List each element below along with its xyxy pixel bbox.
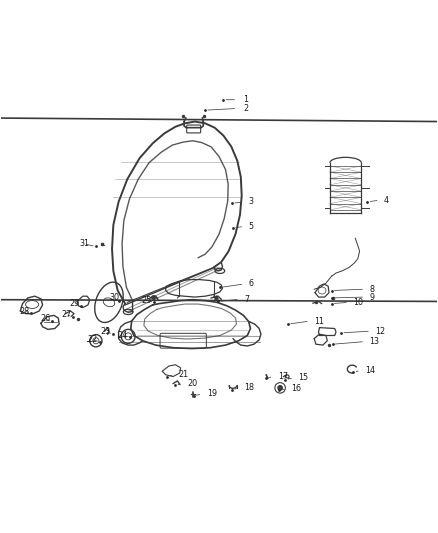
Text: 19: 19 (207, 390, 217, 399)
Text: 15: 15 (298, 373, 309, 382)
Text: 29: 29 (70, 299, 80, 308)
Text: 4: 4 (384, 196, 389, 205)
Text: 22: 22 (87, 335, 97, 344)
Text: 1: 1 (243, 95, 248, 104)
Text: 30: 30 (109, 294, 119, 302)
Text: 18: 18 (244, 383, 254, 392)
Text: 6: 6 (249, 279, 254, 288)
Text: 12: 12 (375, 327, 385, 336)
Text: 31: 31 (79, 239, 89, 248)
Text: 27: 27 (61, 310, 71, 319)
Text: 5: 5 (249, 222, 254, 231)
Text: 8: 8 (370, 285, 374, 294)
Text: 10: 10 (353, 298, 364, 307)
Text: 9: 9 (370, 293, 375, 302)
Text: 16: 16 (291, 384, 301, 393)
Text: 23: 23 (100, 327, 110, 336)
Text: 21: 21 (179, 370, 189, 379)
Text: 13: 13 (370, 337, 380, 346)
Text: 20: 20 (187, 379, 198, 388)
Text: 28: 28 (19, 306, 29, 316)
Text: 2: 2 (243, 104, 248, 113)
Text: 7: 7 (244, 295, 250, 304)
Text: 17: 17 (278, 372, 288, 381)
Text: 26: 26 (40, 314, 50, 324)
Text: 3: 3 (249, 197, 254, 206)
Text: 11: 11 (314, 317, 324, 326)
Text: 24: 24 (118, 331, 128, 340)
Text: 14: 14 (365, 366, 375, 375)
Text: 25: 25 (141, 296, 152, 305)
Circle shape (278, 386, 283, 390)
